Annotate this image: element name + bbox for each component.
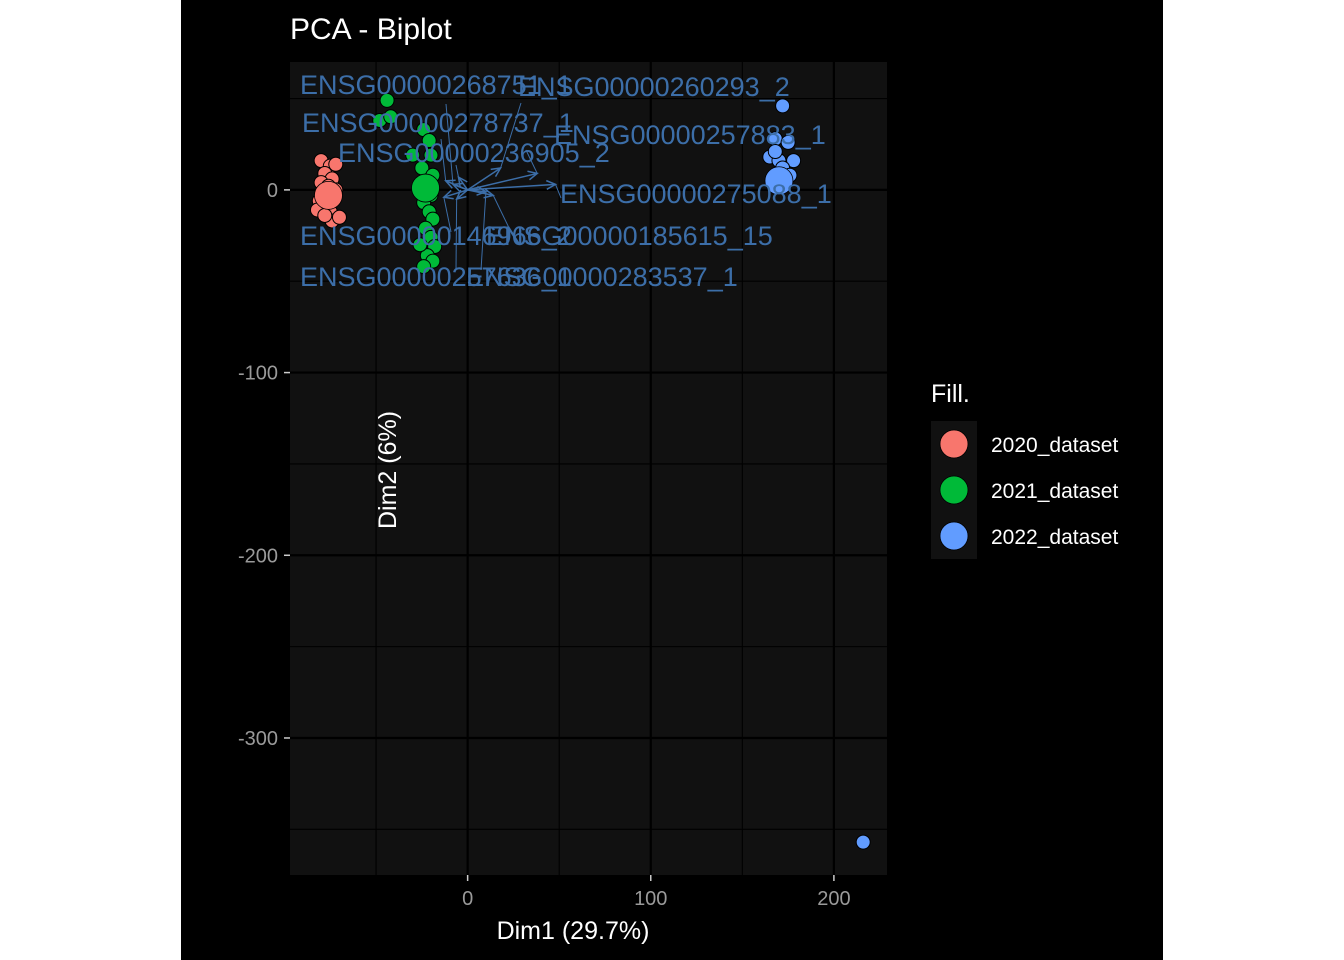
variable-label-connector bbox=[445, 103, 454, 185]
data-point bbox=[775, 98, 791, 114]
x-axis-ticks: 0 100 200 bbox=[462, 875, 851, 910]
y-tick-label: -300 bbox=[238, 728, 278, 750]
variable-label-connector bbox=[555, 184, 562, 199]
group-centroid bbox=[411, 173, 440, 203]
legend-item: 2020_dataset bbox=[931, 421, 1118, 467]
legend-key-swatch bbox=[939, 429, 969, 459]
legend-label: 2022_dataset bbox=[991, 526, 1118, 549]
plot-canvas: 0 100 200 0 -100 -200 -300 ENSG00000268751_1 E… bbox=[181, 0, 1163, 960]
variable-label-connector bbox=[500, 102, 522, 169]
series-2022_dataset bbox=[762, 98, 871, 850]
arrow-shaft bbox=[445, 180, 468, 191]
variable-label-connector bbox=[455, 199, 458, 271]
legend-key-swatch bbox=[939, 475, 969, 505]
legend-key-swatch bbox=[939, 521, 969, 551]
data-point bbox=[405, 147, 421, 163]
data-point bbox=[416, 259, 432, 275]
individual-points bbox=[309, 92, 871, 850]
variable-label: ENSG00000260293_2 bbox=[518, 72, 790, 102]
arrow-shaft bbox=[467, 189, 487, 193]
variable-label: ENSG00000185615_15 bbox=[486, 221, 773, 251]
x-tick-label: 200 bbox=[817, 888, 850, 910]
y-axis-title: Dim2 (6%) bbox=[374, 411, 402, 529]
variable-label-connector bbox=[440, 138, 447, 181]
legend: Fill. 2020_dataset 2021_dataset 2022_datas… bbox=[931, 380, 1118, 559]
data-point bbox=[780, 134, 796, 150]
data-point bbox=[423, 147, 439, 163]
variable-label-connector bbox=[525, 149, 538, 174]
data-point bbox=[786, 153, 802, 169]
data-point bbox=[331, 209, 347, 225]
legend-label: 2021_dataset bbox=[991, 480, 1118, 503]
data-point bbox=[328, 156, 344, 172]
variable-label: ENSG00000268751_1 bbox=[300, 70, 572, 100]
data-point bbox=[421, 133, 437, 149]
arrow-shaft bbox=[457, 176, 469, 191]
group-centroid bbox=[764, 166, 794, 196]
arrow-shaft bbox=[467, 167, 502, 191]
y-axis-ticks: 0 -100 -200 -300 bbox=[238, 180, 290, 750]
variable-label-connector bbox=[480, 191, 487, 271]
y-tick-label: 0 bbox=[267, 180, 278, 202]
data-point bbox=[383, 109, 399, 125]
variable-label: ENSG00000257636_1 bbox=[300, 262, 572, 292]
x-tick-label: 0 bbox=[462, 888, 473, 910]
variable-label-connector bbox=[455, 164, 459, 178]
variable-label-connector bbox=[443, 197, 452, 233]
chart-title: PCA - Biplot bbox=[290, 13, 452, 46]
arrow-shaft bbox=[456, 189, 469, 200]
data-point bbox=[767, 144, 783, 160]
x-axis-title: Dim1 (29.7%) bbox=[497, 917, 650, 945]
group-centroid bbox=[314, 180, 343, 210]
data-point bbox=[855, 834, 871, 850]
series-2020_dataset bbox=[309, 153, 347, 229]
variable-label: ENSG00000278737_1 bbox=[302, 108, 574, 138]
legend-item: 2021_dataset bbox=[931, 467, 1118, 513]
arrow-shaft bbox=[443, 189, 468, 198]
legend-label: 2020_dataset bbox=[991, 434, 1118, 457]
data-point bbox=[379, 92, 395, 108]
x-tick-label: 100 bbox=[634, 888, 667, 910]
legend-title: Fill. bbox=[931, 380, 970, 408]
variable-label-connector bbox=[492, 195, 512, 233]
y-tick-label: -100 bbox=[238, 363, 278, 385]
variable-label: ENSG00000257883_1 bbox=[554, 120, 826, 150]
pca-biplot-chart: 0 100 200 0-100-200-300 ENSG00000268751_1E… bbox=[238, 13, 1118, 945]
y-tick-label: -200 bbox=[238, 545, 278, 567]
variable-label: ENSG00000275088_1 bbox=[560, 179, 832, 209]
data-point bbox=[412, 237, 428, 253]
variable-label: ENSG00000146966_2 bbox=[300, 221, 572, 251]
variable-label: ENSG00000283537_1 bbox=[466, 262, 738, 292]
variable-label: ENSG00000236905_2 bbox=[338, 138, 610, 168]
legend-item: 2022_dataset bbox=[931, 513, 1118, 559]
series-2021_dataset bbox=[372, 92, 443, 275]
plot-panel bbox=[290, 62, 887, 875]
